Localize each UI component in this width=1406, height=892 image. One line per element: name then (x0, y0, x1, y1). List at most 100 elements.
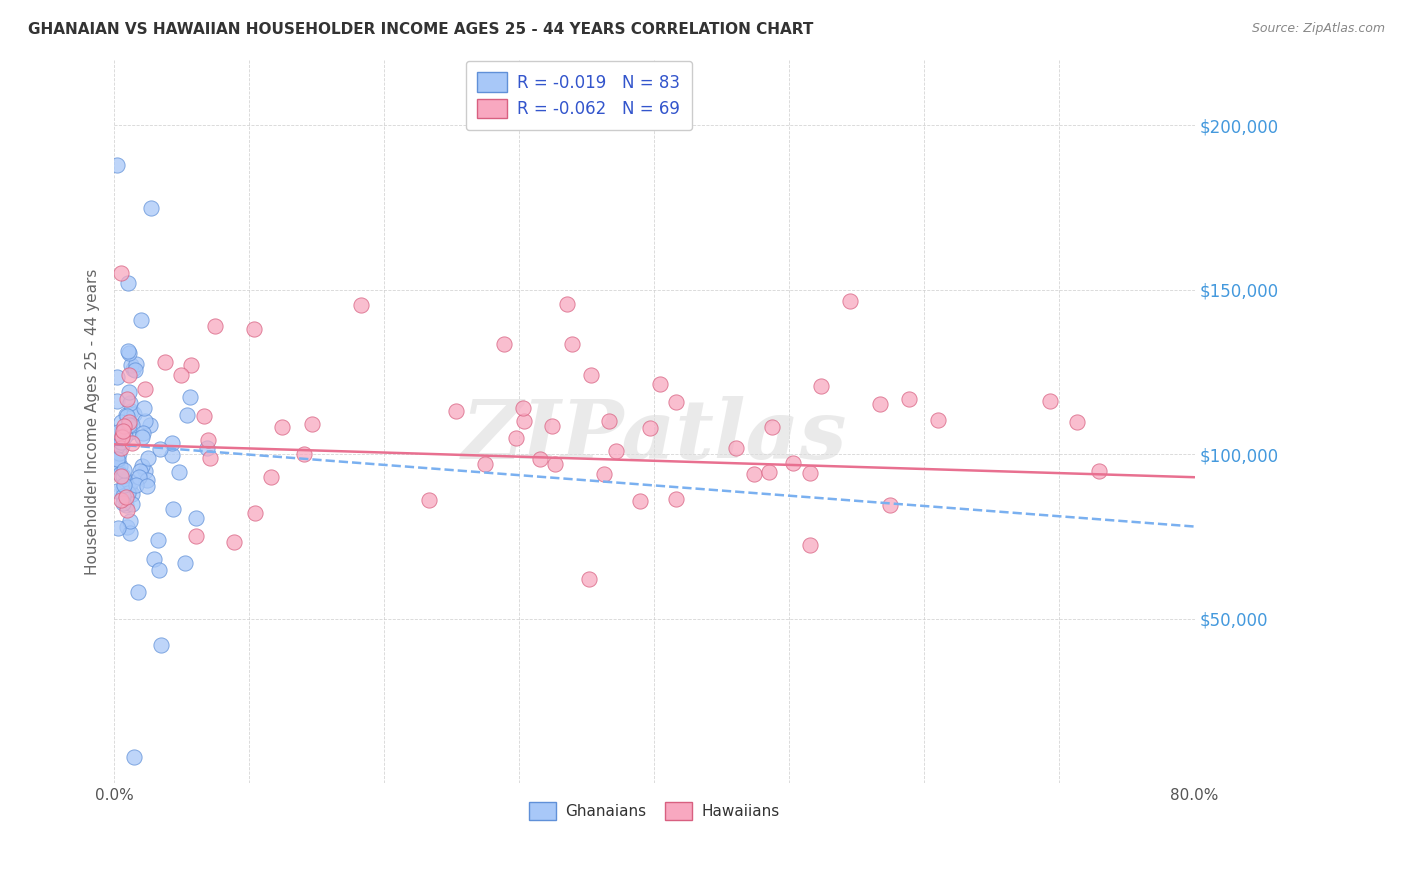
Point (117, 276, 139, 290)
Point (124, 749, 146, 764)
Point (112, 481, 135, 495)
Point (742, 467, 765, 481)
Point (105, 440, 128, 454)
Point (114, 424, 136, 438)
Point (167, 465, 190, 479)
Point (350, 298, 373, 312)
Point (111, 427, 134, 442)
Point (136, 478, 159, 492)
Point (115, 409, 138, 424)
Point (927, 413, 949, 427)
Point (125, 357, 148, 371)
Point (117, 343, 139, 358)
Point (142, 552, 165, 566)
Point (222, 535, 245, 549)
Point (418, 492, 440, 507)
Text: GHANAIAN VS HAWAIIAN HOUSEHOLDER INCOME AGES 25 - 44 YEARS CORRELATION CHART: GHANAIAN VS HAWAIIAN HOUSEHOLDER INCOME … (28, 22, 814, 37)
Point (598, 414, 620, 428)
Point (512, 401, 534, 415)
Point (581, 368, 603, 383)
Point (112, 424, 135, 438)
Point (115, 392, 138, 406)
Point (118, 384, 141, 399)
Point (541, 419, 564, 434)
Point (180, 359, 202, 373)
Point (557, 297, 579, 311)
Point (131, 430, 153, 444)
Point (243, 507, 266, 521)
Point (638, 421, 661, 435)
Point (198, 450, 221, 465)
Point (122, 362, 145, 376)
Point (121, 435, 143, 450)
Point (134, 414, 156, 428)
Point (105, 370, 128, 384)
Point (118, 345, 141, 359)
Point (107, 425, 129, 439)
Point (605, 444, 627, 458)
Point (761, 420, 783, 434)
Point (505, 431, 527, 445)
Point (578, 572, 600, 586)
Point (108, 458, 131, 473)
Point (134, 382, 156, 396)
Point (494, 336, 516, 351)
Point (628, 494, 651, 508)
Point (150, 638, 173, 652)
Point (114, 499, 136, 513)
Point (118, 526, 141, 541)
Point (107, 521, 129, 535)
Point (115, 502, 138, 516)
Point (195, 441, 218, 455)
Point (111, 496, 134, 510)
Point (112, 463, 135, 477)
Point (148, 533, 170, 547)
Point (134, 464, 156, 478)
Text: ZIPatlas: ZIPatlas (461, 396, 846, 475)
Point (173, 556, 195, 570)
Point (155, 355, 177, 369)
Point (111, 429, 134, 443)
Point (110, 442, 132, 456)
Point (110, 266, 132, 280)
Point (120, 403, 142, 417)
Point (1066, 415, 1088, 429)
Point (110, 492, 132, 507)
Point (110, 415, 132, 429)
Point (118, 482, 141, 496)
Point (139, 418, 162, 433)
Text: Source: ZipAtlas.com: Source: ZipAtlas.com (1251, 22, 1385, 36)
Point (118, 425, 141, 439)
Point (513, 414, 536, 428)
Point (118, 415, 141, 429)
Point (184, 529, 207, 543)
Point (271, 420, 294, 434)
Point (110, 434, 132, 449)
Point (879, 498, 901, 512)
Point (204, 319, 226, 334)
Point (121, 418, 143, 433)
Point (105, 451, 128, 466)
Point (1038, 394, 1060, 409)
Point (758, 465, 780, 479)
Point (105, 158, 128, 172)
Point (665, 394, 688, 409)
Point (129, 464, 152, 478)
Point (292, 447, 315, 461)
Point (108, 467, 131, 482)
Point (114, 475, 136, 489)
Point (105, 459, 128, 474)
Point (242, 321, 264, 335)
Point (592, 467, 614, 481)
Point (869, 397, 891, 411)
Point (118, 396, 141, 410)
Point (128, 585, 150, 599)
Point (799, 538, 821, 552)
Point (149, 442, 172, 456)
Point (648, 376, 671, 391)
Point (120, 475, 142, 490)
Point (125, 478, 148, 492)
Point (724, 442, 747, 456)
Point (108, 446, 131, 460)
Point (124, 363, 146, 377)
